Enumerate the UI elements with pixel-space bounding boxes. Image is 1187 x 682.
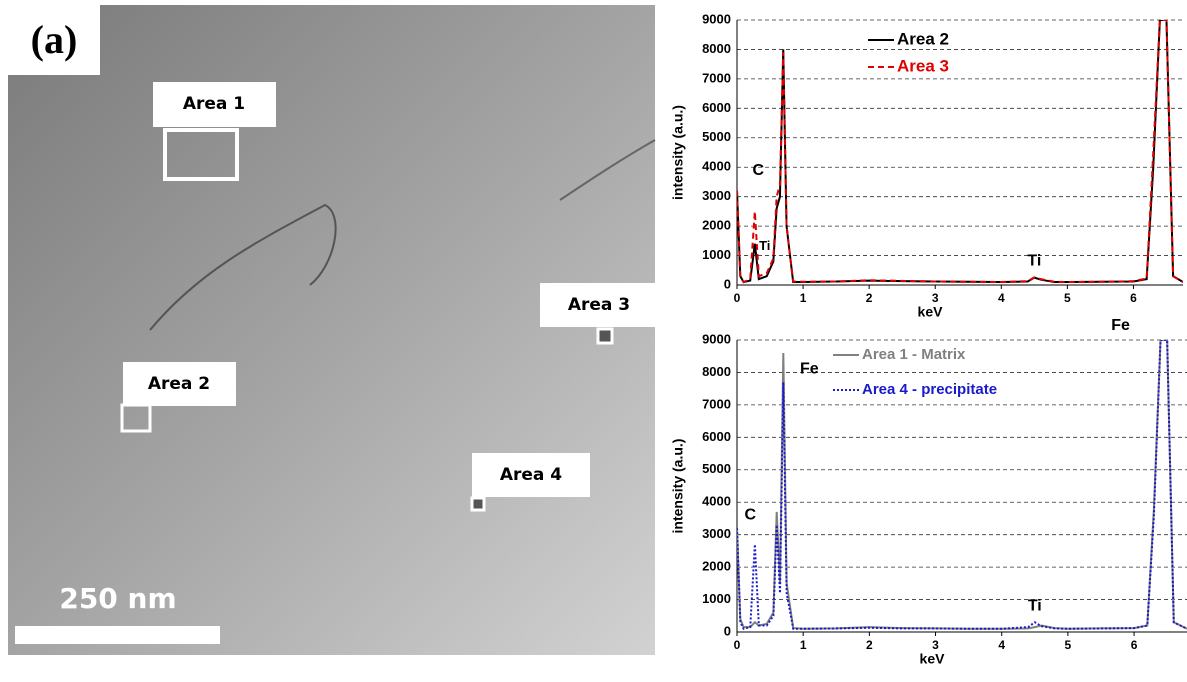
x-tick-label: 3 [932,638,939,652]
y-axis-title: intensity (a.u.) [670,105,686,200]
scale-bar-label: 250 nm [59,582,176,615]
scale-bar [15,626,220,644]
x-tick-label: 0 [734,291,741,305]
micrograph-image [8,5,655,655]
y-tick-label: 8000 [702,364,731,379]
x-tick-label: 4 [998,638,1005,652]
x-tick-label: 1 [800,638,807,652]
series-line [737,340,1187,630]
panel-label: (a) [31,17,78,62]
x-tick-label: 5 [1065,638,1072,652]
area-box [163,128,239,181]
area-label: Area 2 [148,374,210,394]
area-label: Area 1 [183,94,245,114]
dislocation [149,203,337,331]
x-axis-title: keV [920,651,946,667]
micrograph: (a) Area 1 Area 2 Area 3 Area 4 250 nm [8,5,658,655]
peak-label: Fe [1111,317,1130,334]
x-tick-label: 6 [1130,291,1137,305]
area-label-box [540,283,658,327]
y-tick-label: 0 [724,276,731,291]
x-tick-label: 6 [1131,638,1138,652]
y-tick-label: 3000 [702,526,731,541]
legend-label: Area 2 [897,29,949,48]
y-tick-label: 5000 [702,461,731,476]
x-tick-label: 4 [998,291,1005,305]
y-tick-label: 3000 [702,188,731,203]
area-label: Area 3 [568,295,630,315]
peak-label: Ti [1027,253,1041,270]
area-box [120,403,152,433]
y-tick-label: 6000 [702,429,731,444]
legend-label: Area 1 - Matrix [862,346,966,363]
y-tick-label: 5000 [702,129,731,144]
x-tick-label: 3 [932,291,939,305]
y-tick-label: 7000 [702,70,731,85]
panel-label-box [8,5,100,75]
x-tick-label: 5 [1064,291,1071,305]
area-box [470,496,486,512]
area-box [596,327,614,345]
y-tick-label: 1000 [702,591,731,606]
y-tick-label: 9000 [702,331,731,346]
y-tick-label: 2000 [702,559,731,574]
area-label-box [123,362,236,406]
y-tick-label: 8000 [702,41,731,56]
legend-label: Area 4 - precipitate [862,381,997,398]
peak-label: Ti [1028,597,1042,614]
x-tick-label: 2 [866,291,873,305]
y-tick-label: 0 [724,623,731,638]
y-tick-label: 9000 [702,11,731,26]
y-tick-label: 4000 [702,494,731,509]
x-tick-label: 2 [866,638,873,652]
peak-label: C [753,162,765,179]
area-label-box [153,82,276,127]
x-tick-label: 0 [734,638,741,652]
dislocation [559,139,656,201]
peak-label: C [744,506,756,523]
area-label-box [472,453,590,497]
series-line [737,20,1183,284]
y-tick-label: 6000 [702,100,731,115]
y-tick-label: 7000 [702,396,731,411]
peak-label: Ti [759,238,770,253]
area-label: Area 4 [500,465,562,485]
y-tick-label: 4000 [702,159,731,174]
x-tick-label: 1 [800,291,807,305]
legend-label: Area 3 [897,56,949,75]
y-axis-title: intensity (a.u.) [670,439,686,534]
x-axis-title: keV [918,304,944,320]
y-tick-label: 1000 [702,247,731,262]
series-line [737,20,1183,284]
peak-label: Fe [800,360,819,377]
y-tick-label: 2000 [702,218,731,233]
